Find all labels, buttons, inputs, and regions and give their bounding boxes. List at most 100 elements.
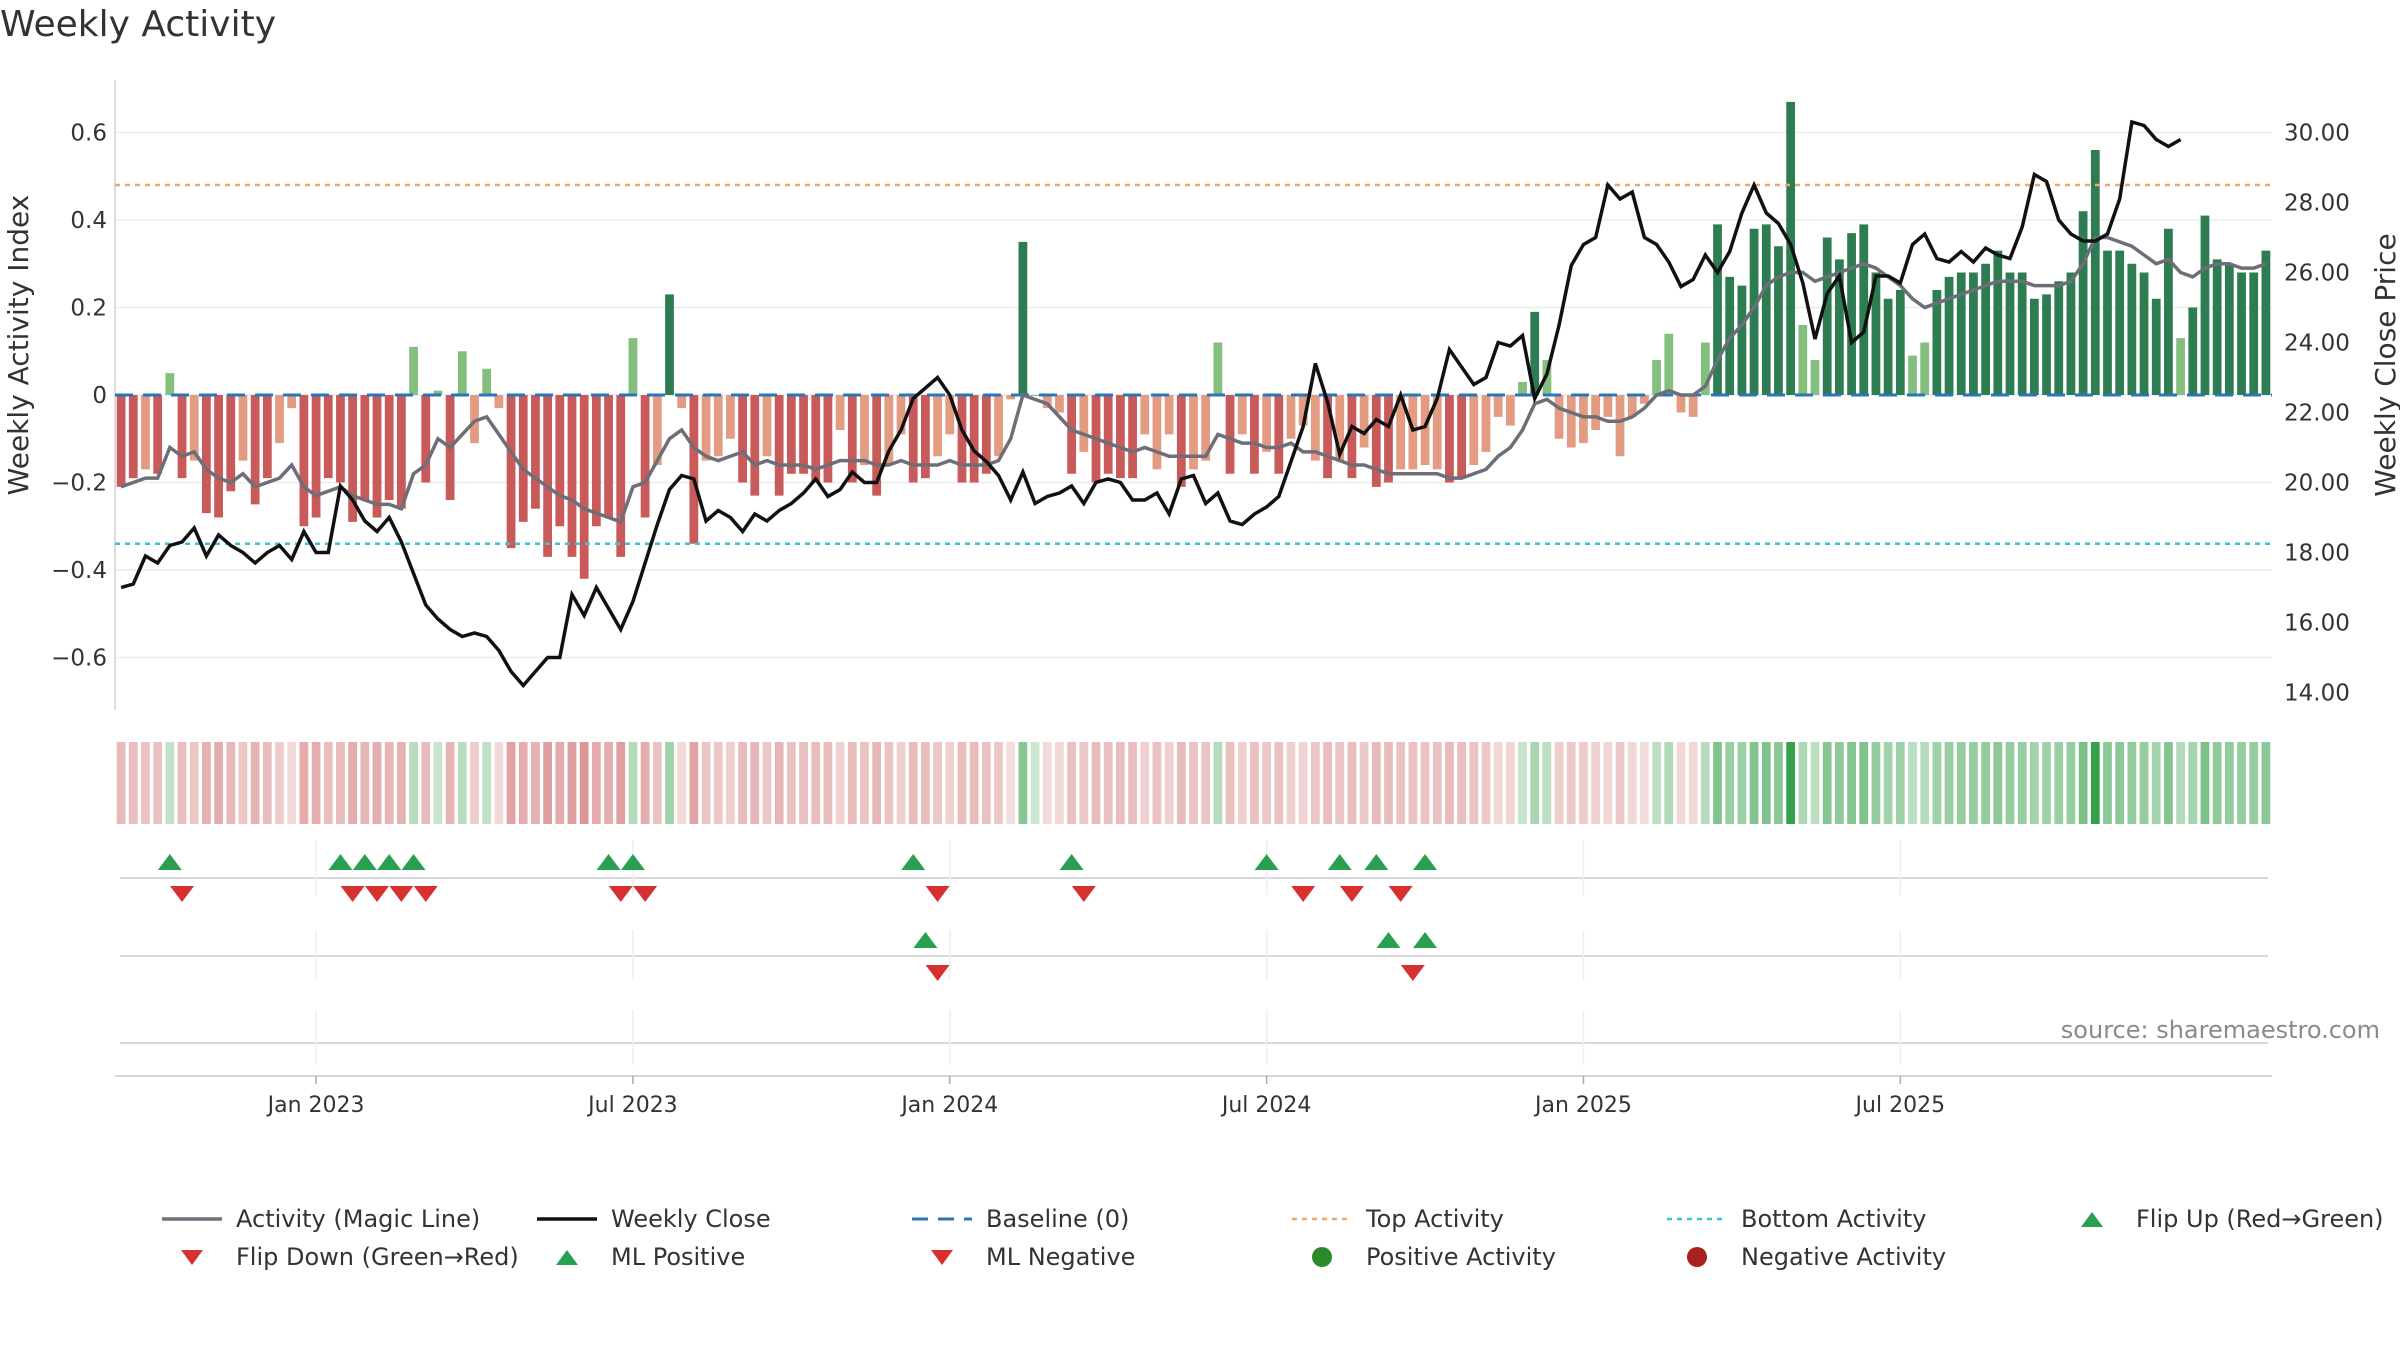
y2-tick-label: 20.00 <box>2284 471 2350 497</box>
activity-bar <box>1042 395 1052 409</box>
flip-down-marker <box>389 886 414 902</box>
heat-strip-cell <box>1067 742 1077 824</box>
activity-bar <box>2224 263 2234 395</box>
heat-strip-cell <box>579 742 589 824</box>
heat-strip-cell <box>128 742 138 824</box>
activity-bar <box>860 395 869 465</box>
flip-up-marker <box>1254 854 1279 870</box>
activity-bar <box>2249 272 2259 395</box>
activity-bar <box>1371 395 1381 487</box>
ml-positive-marker <box>1413 932 1438 948</box>
activity-bar <box>1237 395 1247 435</box>
y2-tick-label: 18.00 <box>2284 541 2350 567</box>
activity-bar <box>1883 298 1893 395</box>
legend-item: Activity (Magic Line) <box>160 1205 480 1233</box>
flip-up-marker <box>1413 854 1438 870</box>
heat-strip-cell <box>1140 742 1150 824</box>
flip-down-marker <box>608 886 633 902</box>
heat-strip-cell <box>1566 742 1576 824</box>
activity-bar <box>981 395 991 474</box>
heat-strip-cell <box>1883 742 1893 824</box>
heat-strip-cell <box>396 742 406 824</box>
activity-bar <box>994 395 1003 457</box>
heat-strip-cell <box>1737 742 1747 824</box>
activity-bar <box>1700 342 1710 395</box>
x-tick-label: Jan 2023 <box>266 1093 365 1118</box>
activity-bar <box>847 395 857 483</box>
legend-swatch-icon <box>162 1217 222 1221</box>
heat-strip-cell <box>238 742 248 824</box>
flip-up-marker <box>328 854 353 870</box>
flip-down-marker <box>925 886 950 902</box>
heat-strip-cell <box>1810 742 1820 824</box>
heat-strip-cell <box>1189 742 1198 824</box>
weekly-close-line <box>120 119 2182 689</box>
heat-strip-cell <box>823 742 833 824</box>
activity-bar <box>1006 395 1016 400</box>
heat-strip-cell <box>470 742 479 824</box>
flip-up-marker <box>620 854 645 870</box>
activity-bar <box>409 346 418 395</box>
activity-bar <box>896 395 906 435</box>
heat-strip-cell <box>762 742 772 824</box>
activity-bar <box>2042 294 2051 395</box>
activity-bar <box>506 395 516 549</box>
legend-label: Activity (Magic Line) <box>236 1205 481 1233</box>
heat-strip-cell <box>1347 742 1357 824</box>
heat-strip-cell <box>1542 742 1552 824</box>
heat-strip-cell <box>665 742 674 824</box>
activity-bar <box>1810 360 1820 395</box>
heat-strip-cell <box>2212 742 2222 824</box>
heat-strip-cell <box>799 742 808 824</box>
legend-swatch-icon <box>912 1217 972 1221</box>
activity-bar <box>421 395 431 483</box>
activity-bar <box>921 395 930 479</box>
activity-bar <box>2261 250 2271 395</box>
activity-bar <box>1396 395 1406 470</box>
y2-tick-label: 30.00 <box>2284 121 2350 147</box>
heat-strip-cell <box>1847 742 1856 824</box>
heat-strip-cell <box>1420 742 1430 824</box>
heat-strip-cell <box>1128 742 1137 824</box>
chart-legend: Activity (Magic Line) Weekly Close Baselin… <box>160 1205 2400 1295</box>
heat-strip-cell <box>457 742 467 824</box>
x-tick-label: Jul 2023 <box>586 1093 678 1118</box>
heat-strip-cell <box>494 742 504 824</box>
legend-label: Flip Down (Green→Red) <box>236 1243 519 1271</box>
activity-bar <box>555 395 565 527</box>
activity-bar <box>457 351 467 395</box>
heat-strip-cell <box>299 742 309 824</box>
heat-strip-cell <box>1530 742 1540 824</box>
x-tick-label: Jan 2024 <box>899 1093 998 1118</box>
activity-bar <box>1713 224 1722 395</box>
heat-strip-cell <box>445 742 455 824</box>
legend-label: Positive Activity <box>1366 1243 1556 1271</box>
heat-strip-cell <box>2127 742 2137 824</box>
flip-down-marker <box>413 886 438 902</box>
heat-strip-cell <box>1335 742 1345 824</box>
activity-bar <box>165 373 175 395</box>
activity-bar <box>872 395 882 496</box>
activity-bar <box>579 395 589 579</box>
activity-bar <box>811 395 821 483</box>
activity-bar <box>384 395 394 500</box>
heat-strip-cell <box>360 742 370 824</box>
activity-bar <box>750 395 760 496</box>
flip-up-marker <box>352 854 377 870</box>
heat-strip-cell <box>421 742 431 824</box>
activity-bar <box>2017 272 2027 395</box>
activity-bar <box>1920 342 1930 395</box>
activity-bar <box>433 390 443 395</box>
activity-bar <box>494 395 504 409</box>
y-axis-label: Weekly Activity Index <box>2 195 35 496</box>
heat-strip-cell <box>860 742 869 824</box>
activity-bar <box>652 395 662 465</box>
legend-item: Baseline (0) <box>910 1205 1129 1233</box>
activity-bar <box>1128 395 1137 479</box>
activity-bar <box>1457 395 1466 479</box>
activity-bar <box>531 395 540 509</box>
heat-strip-cell <box>1262 742 1272 824</box>
y-tick-label: 0.6 <box>70 121 107 147</box>
activity-bar <box>323 395 333 479</box>
